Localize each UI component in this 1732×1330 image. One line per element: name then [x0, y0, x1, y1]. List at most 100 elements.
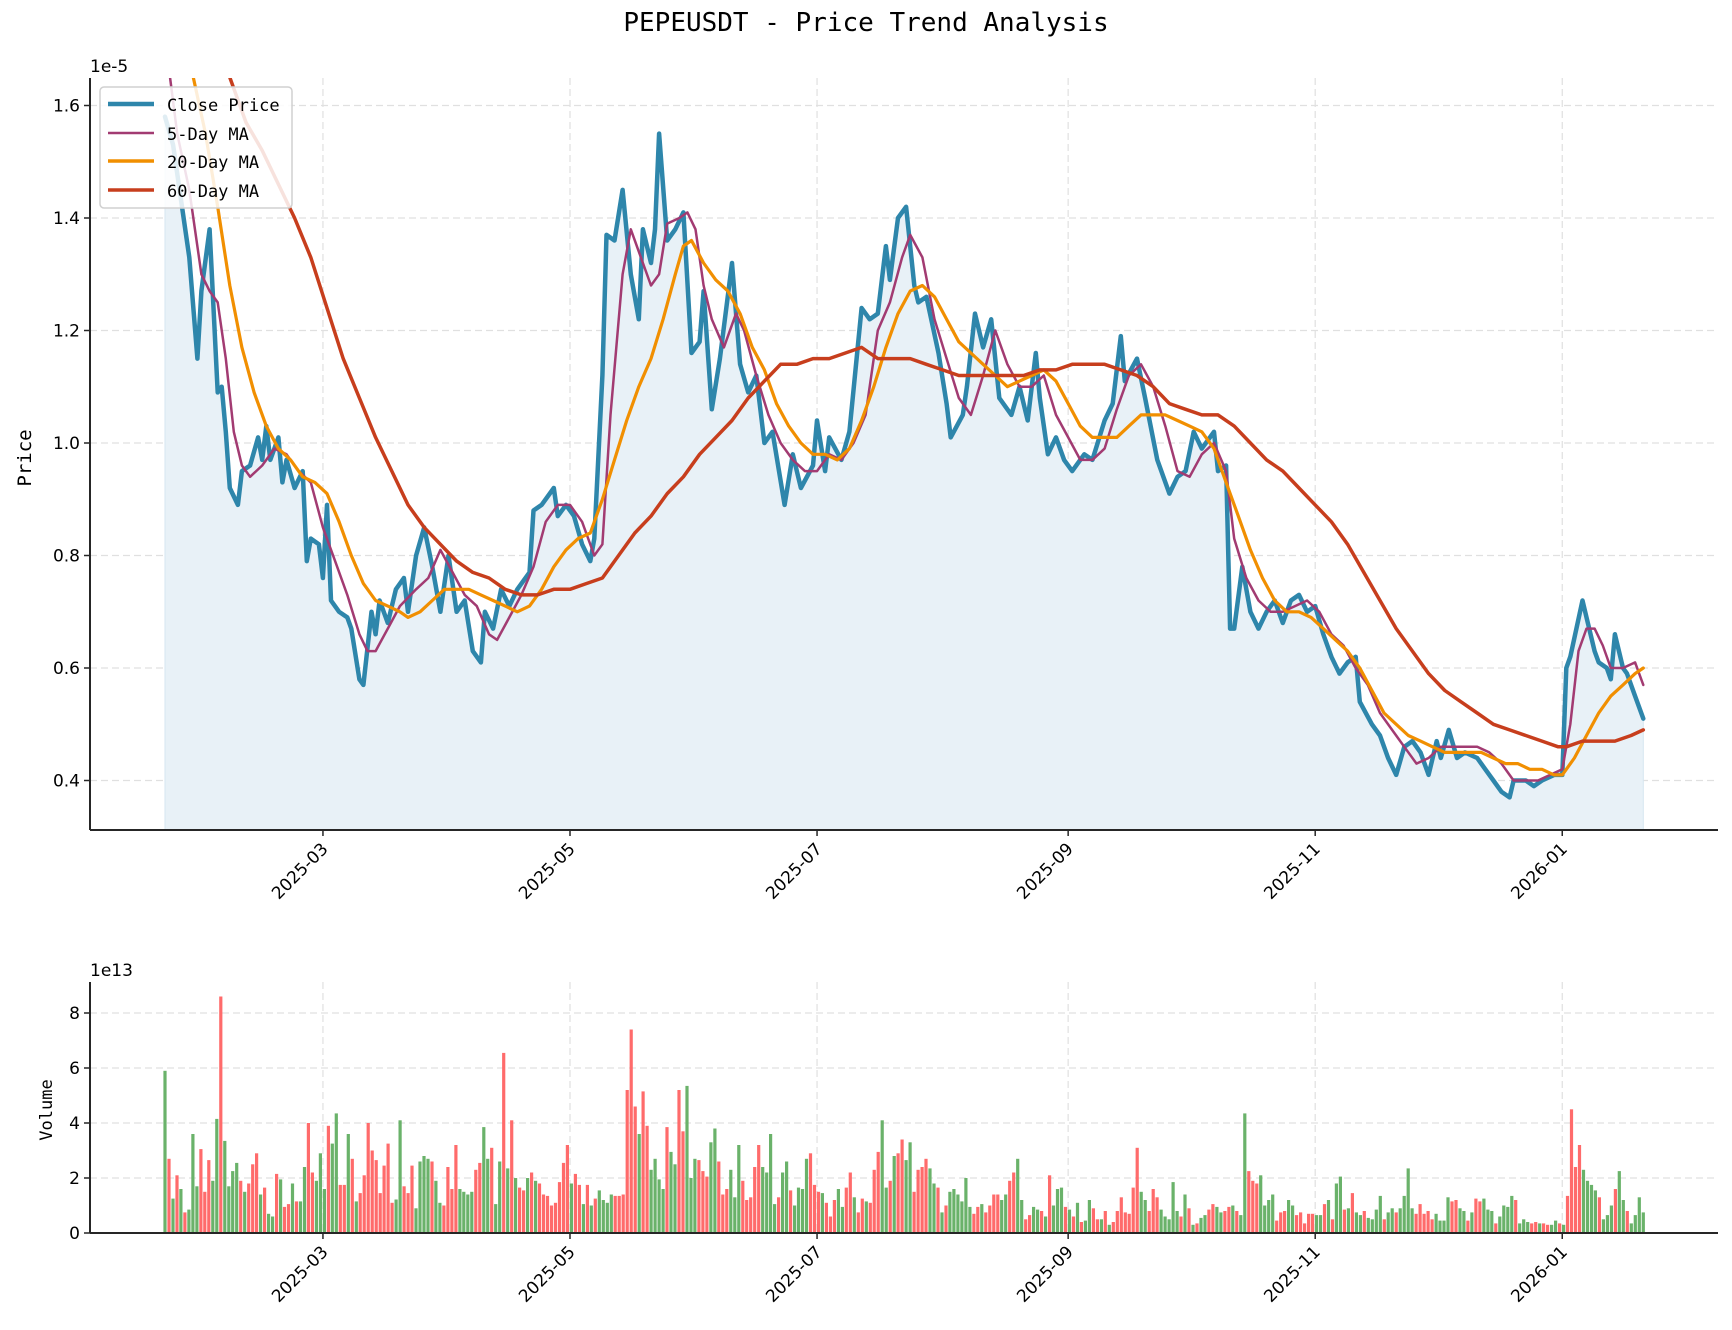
volume-bar	[1346, 1208, 1350, 1234]
volume-bar	[1546, 1224, 1550, 1234]
volume-bar	[498, 1161, 502, 1233]
volume-bar	[1637, 1197, 1641, 1234]
volume-bar	[1422, 1213, 1426, 1234]
price-xtick-label: 2025-07	[762, 839, 826, 903]
volume-bar	[1318, 1215, 1323, 1233]
volume-bar	[864, 1201, 868, 1233]
volume-bar	[1573, 1167, 1578, 1233]
volume-bar	[709, 1142, 713, 1234]
volume-bar	[1215, 1206, 1219, 1233]
volume-bar	[1024, 1219, 1028, 1234]
volume-bar	[183, 1212, 187, 1233]
volume-bar	[1299, 1212, 1303, 1233]
volume-bar	[1522, 1219, 1526, 1234]
volume-bar	[685, 1085, 689, 1233]
volume-bar	[290, 1183, 295, 1233]
volume-bar	[968, 1206, 972, 1233]
volume-bar	[1534, 1222, 1538, 1233]
volume-bar	[1446, 1197, 1450, 1234]
volume-bar	[466, 1194, 470, 1233]
volume-bar	[386, 1143, 390, 1233]
volume-bar	[1406, 1168, 1410, 1233]
legend-label-close-price: Close Price	[167, 96, 280, 116]
volume-bar	[251, 1164, 255, 1234]
volume-bar	[1032, 1206, 1036, 1233]
volume-bar	[1366, 1217, 1370, 1233]
volume-bar	[1115, 1211, 1119, 1233]
legend-label-5-day-ma: 5-Day MA	[167, 125, 249, 145]
volume-bar	[1334, 1183, 1338, 1233]
volume-bar	[394, 1199, 398, 1233]
volume-bar	[338, 1184, 342, 1233]
volume-bar	[713, 1128, 717, 1233]
volume-bar	[1362, 1211, 1366, 1233]
volume-bar	[900, 1139, 904, 1233]
volume-bar	[984, 1212, 988, 1233]
volume-bar	[1091, 1208, 1095, 1234]
volume-bar	[796, 1187, 801, 1233]
volume-bar	[960, 1201, 964, 1233]
volume-bar	[729, 1169, 733, 1234]
volume-bar	[944, 1205, 948, 1233]
volume-bar	[470, 1191, 474, 1234]
volume-bar	[581, 1204, 585, 1233]
volume-bar	[275, 1173, 279, 1233]
price-ytick-label: 0.8	[53, 547, 80, 567]
volume-xtick-label: 2025-03	[268, 1242, 332, 1306]
volume-bar	[279, 1179, 283, 1233]
volume-bar	[1478, 1201, 1482, 1233]
volume-bar	[1414, 1213, 1418, 1234]
volume-bar	[1569, 1109, 1574, 1234]
volume-bar	[1374, 1209, 1378, 1233]
volume-bar	[1426, 1211, 1430, 1233]
volume-bar	[414, 1208, 418, 1234]
volume-bar	[629, 1029, 633, 1233]
price-xtick-label: 2025-03	[268, 839, 332, 903]
volume-bar	[1486, 1209, 1490, 1233]
volume-bar	[816, 1191, 821, 1234]
volume-bar	[1151, 1189, 1155, 1233]
volume-bar	[1179, 1216, 1183, 1233]
volume-bar	[522, 1190, 526, 1233]
volume-bar	[370, 1150, 374, 1233]
volume-bar	[1211, 1204, 1215, 1233]
volume-bar	[1326, 1200, 1331, 1233]
price-xtick-label: 2025-11	[1260, 839, 1324, 903]
volume-bar	[482, 1127, 486, 1233]
price-ytick-label: 0.4	[53, 772, 80, 792]
volume-bar	[1291, 1205, 1295, 1233]
volume-bar	[1048, 1175, 1052, 1234]
volume-bar	[418, 1161, 422, 1233]
volume-bar	[773, 1204, 777, 1233]
volume-ytick-label: 2	[69, 1169, 80, 1189]
volume-bar	[1295, 1215, 1299, 1233]
volume-bar	[1530, 1223, 1534, 1233]
volume-bar	[976, 1206, 980, 1233]
volume-bar	[884, 1187, 888, 1233]
volume-bar	[1099, 1219, 1103, 1234]
legend-label-60-day-ma: 60-Day MA	[167, 182, 259, 202]
volume-bar	[641, 1091, 645, 1233]
volume-bar	[1071, 1216, 1076, 1233]
volume-bar	[1020, 1200, 1024, 1233]
volume-bar	[203, 1191, 207, 1234]
volume-ytick-label: 6	[69, 1059, 80, 1079]
volume-bar	[402, 1186, 406, 1234]
volume-bar	[1438, 1220, 1442, 1233]
volume-bar	[382, 1165, 386, 1233]
volume-bar	[1059, 1187, 1064, 1233]
volume-bar	[1518, 1223, 1522, 1233]
volume-bar	[458, 1189, 462, 1233]
volume-bar	[824, 1202, 828, 1234]
volume-bar	[577, 1184, 581, 1233]
volume-bar	[753, 1167, 757, 1233]
volume-bar	[769, 1134, 773, 1233]
volume-ytick-label: 8	[69, 1004, 80, 1024]
volume-bar	[1550, 1224, 1554, 1234]
volume-bar	[1370, 1219, 1374, 1234]
price-offset-text: 1e-5	[90, 57, 128, 77]
volume-bar	[1490, 1211, 1494, 1233]
volume-bar	[1119, 1197, 1123, 1234]
volume-bar	[1470, 1212, 1474, 1233]
